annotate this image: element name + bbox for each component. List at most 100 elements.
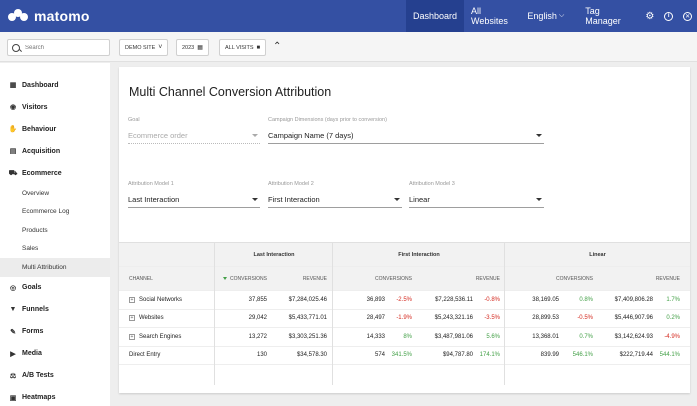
cell-li-revenue-text: $7,284,025.46 bbox=[288, 296, 327, 303]
collapse-icon[interactable]: ⌃ bbox=[273, 41, 282, 52]
cell-ln-revenue-text: $3,142,624.93 bbox=[614, 333, 653, 340]
sidebar-subitem-multi-attribution[interactable]: Multi Attribution bbox=[0, 258, 110, 277]
attribution-model-3-select[interactable]: Linear bbox=[409, 192, 544, 208]
cell-ln-revenue: $7,409,806.28 bbox=[597, 291, 653, 309]
cell-fi-revenue: $7,228,536.11 bbox=[419, 291, 473, 309]
attribution-model-1-select[interactable]: Last Interaction bbox=[128, 192, 260, 208]
topnav-tag-manager[interactable]: Tag Manager bbox=[585, 6, 621, 26]
topnav-all-websites[interactable]: All Websites bbox=[471, 6, 508, 26]
cell-ln-conversions-text: 38,169.05 bbox=[532, 296, 559, 303]
attribution-model-2-select[interactable]: First Interaction bbox=[268, 192, 402, 208]
site-selector-label: DEMO SITE bbox=[125, 44, 156, 51]
cell-fi-revenue-delta-text: 174.1% bbox=[479, 352, 500, 359]
cell-channel[interactable]: + Social Networks bbox=[129, 291, 214, 309]
search-box[interactable] bbox=[7, 39, 110, 56]
toolbar: DEMO SITE ˅ 2023 ▦ ALL VISITS ■ ⌃ bbox=[0, 32, 697, 62]
sidebar-item-goals[interactable]: ◎ Goals bbox=[0, 277, 110, 299]
cell-ln-revenue-text: $222,719.44 bbox=[619, 352, 653, 359]
cell-fi-revenue-delta-text: -3.5% bbox=[484, 315, 500, 322]
sidebar-subitem-products[interactable]: Products bbox=[22, 226, 48, 234]
group-first-interaction: First Interaction bbox=[398, 251, 440, 258]
cell-fi-conversions-delta-text: -2.5% bbox=[396, 296, 412, 303]
campaign-dimension-select[interactable]: Campaign Name (7 days) bbox=[268, 128, 544, 144]
sort-desc-icon bbox=[223, 277, 228, 280]
column-channel[interactable]: CHANNEL bbox=[129, 275, 153, 282]
sidebar-item-acquisition[interactable]: ▤ Acquisition bbox=[0, 140, 110, 162]
sidebar-item-label: Ecommerce bbox=[22, 169, 62, 177]
sidebar-item-ab-tests[interactable]: ⚖ A/B Tests bbox=[0, 365, 110, 387]
matomo-logo[interactable]: matomo bbox=[8, 0, 90, 32]
cell-ln-revenue-delta: 544.1% bbox=[653, 347, 680, 365]
cell-ln-revenue-delta-text: 0.2% bbox=[666, 315, 680, 322]
sidebar-item-dashboard[interactable]: ▦ Dashboard bbox=[0, 74, 110, 96]
cell-ln-revenue-delta: 0.2% bbox=[653, 310, 680, 328]
info-icon[interactable]: i bbox=[659, 0, 678, 32]
sidebar-subitem-overview[interactable]: Overview bbox=[22, 189, 50, 197]
topnav-language[interactable]: English ⌵ bbox=[520, 0, 571, 32]
sidebar-item-funnels[interactable]: ▼ Funnels bbox=[0, 299, 110, 321]
sidebar-item-visitors[interactable]: ◉ Visitors bbox=[0, 96, 110, 118]
sidebar-item-label: Forms bbox=[22, 328, 44, 335]
caret-down-icon bbox=[394, 198, 400, 201]
expand-plus-icon[interactable]: + bbox=[129, 296, 135, 303]
cell-channel[interactable]: + Websites bbox=[129, 310, 214, 328]
gear-icon[interactable]: ⚙ bbox=[645, 10, 655, 22]
table-row[interactable]: + Search Engines 13,272 $3,303,251.36 14,333… bbox=[119, 328, 690, 347]
cell-channel-text: Search Engines bbox=[139, 333, 182, 340]
caret-down-icon bbox=[536, 198, 542, 201]
column-fi-revenue[interactable]: REVENUE bbox=[475, 275, 500, 282]
cell-li-revenue-text: $3,303,251.36 bbox=[288, 333, 327, 340]
expand-plus-icon[interactable]: + bbox=[129, 315, 135, 322]
chevron-down-icon: ˅ bbox=[158, 44, 163, 51]
matomo-logo-icon bbox=[8, 9, 30, 23]
cell-fi-revenue-delta: 174.1% bbox=[473, 347, 500, 365]
cell-fi-conversions: 574 bbox=[333, 347, 385, 365]
cell-ln-conversions-delta-text: -0.5% bbox=[577, 315, 593, 322]
cell-li-conversions-text: 13,272 bbox=[248, 333, 267, 340]
column-li-revenue[interactable]: REVENUE bbox=[302, 275, 327, 282]
acquisition-icon: ▤ bbox=[9, 148, 17, 155]
funnels-icon: ▼ bbox=[9, 306, 17, 313]
period-selector[interactable]: 2023 ▦ bbox=[176, 39, 209, 56]
sidebar-item-heatmaps[interactable]: ▣ Heatmaps bbox=[0, 387, 110, 406]
cell-ln-conversions-text: 13,368.01 bbox=[532, 333, 559, 340]
expand-plus-icon[interactable]: + bbox=[129, 333, 135, 340]
cell-ln-revenue-delta: 1.7% bbox=[653, 291, 680, 309]
table-group-header-row: Last Interaction First Interaction Linea… bbox=[119, 243, 690, 267]
attribution-model-2-field: Attribution Model 2 First Interaction bbox=[268, 181, 402, 208]
sidebar-item-label: Acquisition bbox=[22, 147, 61, 155]
cell-li-conversions: 29,042 bbox=[215, 310, 267, 328]
cell-li-revenue-text: $34,578.30 bbox=[296, 352, 327, 359]
sidebar-item-label: Heatmaps bbox=[22, 394, 56, 401]
column-ln-conversions[interactable]: CONVERSIONS bbox=[556, 275, 593, 282]
goal-select[interactable]: Ecommerce order bbox=[128, 128, 260, 144]
sidebar-subitem-sales[interactable]: Sales bbox=[22, 245, 39, 253]
cell-ln-revenue-delta-text: 544.1% bbox=[659, 352, 680, 359]
segment-selector[interactable]: ALL VISITS ■ bbox=[219, 39, 267, 56]
sidebar-item-forms[interactable]: ✎ Forms bbox=[0, 321, 110, 343]
heatmaps-icon: ▣ bbox=[9, 394, 17, 402]
cell-ln-revenue: $5,446,907.96 bbox=[597, 310, 653, 328]
column-li-conversions[interactable]: CONVERSIONS bbox=[215, 267, 267, 290]
table-row[interactable]: Direct Entry 130 $34,578.30 574 341.5% $94,78… bbox=[119, 347, 690, 365]
cell-channel[interactable]: + Search Engines bbox=[129, 328, 214, 346]
sidebar-item-behaviour[interactable]: ✋ Behaviour bbox=[0, 118, 110, 140]
column-divider bbox=[504, 243, 505, 385]
topnav-dashboard[interactable]: Dashboard bbox=[406, 0, 465, 32]
column-divider bbox=[214, 243, 215, 385]
table-row[interactable]: + Social Networks 37,855 $7,284,025.46 36,89… bbox=[119, 291, 690, 310]
table-row[interactable]: + Websites 29,042 $5,433,771.01 28,497 -1.9% $… bbox=[119, 310, 690, 328]
column-ln-revenue[interactable]: REVENUE bbox=[655, 275, 680, 282]
cell-fi-conversions-text: 28,497 bbox=[366, 315, 385, 322]
search-input[interactable] bbox=[25, 44, 105, 51]
sidebar-subitem-ecommerce-log[interactable]: Ecommerce Log bbox=[22, 208, 70, 216]
site-selector[interactable]: DEMO SITE ˅ bbox=[119, 39, 169, 56]
sidebar-item-media[interactable]: ▶ Media bbox=[0, 343, 110, 365]
campaign-dimension-label: Campaign Dimensions (days prior to conve… bbox=[268, 117, 387, 123]
sidebar-item-ecommerce[interactable]: ⛟ Ecommerce bbox=[0, 162, 110, 184]
cell-fi-revenue-delta: -3.5% bbox=[473, 310, 500, 328]
attribution-table: Last Interaction First Interaction Linea… bbox=[119, 242, 690, 385]
logout-icon[interactable]: ✕ bbox=[683, 11, 693, 21]
column-li-conversions-label: CONVERSIONS bbox=[230, 275, 267, 282]
column-fi-conversions[interactable]: CONVERSIONS bbox=[375, 275, 412, 282]
